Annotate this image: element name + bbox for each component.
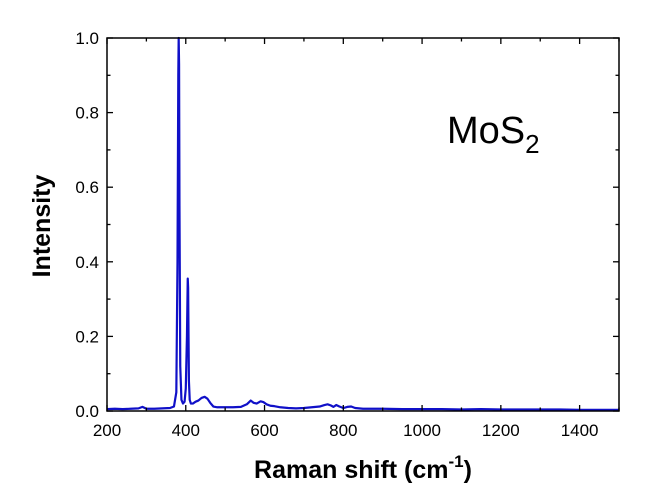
series-line-0	[106, 36, 619, 411]
x-tick-label: 400	[172, 421, 200, 440]
y-tick-label: 0.8	[75, 104, 99, 123]
x-axis-title: Raman shift (cm-1)	[254, 452, 472, 484]
y-tick-label: 0.4	[75, 253, 99, 272]
x-tick-label: 200	[93, 421, 121, 440]
x-tick-label: 800	[329, 421, 357, 440]
plot-frame	[106, 37, 620, 412]
y-axis-title: Intensity	[28, 175, 56, 278]
y-tick-label: 0.6	[75, 178, 99, 197]
y-tick-label: 1.0	[75, 29, 99, 48]
y-tick-label: 0.2	[75, 327, 99, 346]
x-tick-label: 1200	[482, 421, 520, 440]
y-tick-label: 0.0	[75, 402, 99, 421]
sample-annotation: MoS2	[447, 110, 540, 159]
x-tick-label: 1400	[561, 421, 599, 440]
x-tick-label: 600	[250, 421, 278, 440]
x-tick-label: 1000	[403, 421, 441, 440]
